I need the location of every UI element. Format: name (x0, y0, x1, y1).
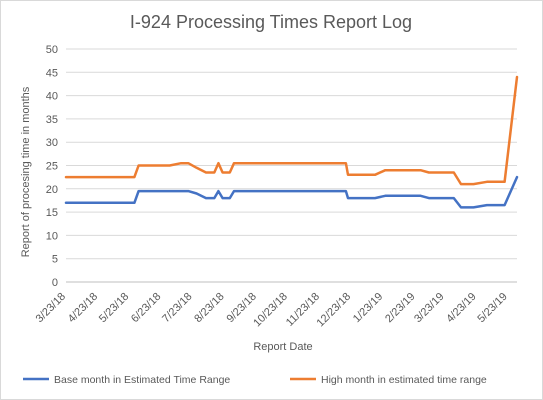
y-tick-label: 10 (46, 230, 58, 242)
series-lines (64, 75, 519, 209)
legend-label-2: High month in estimated time range (321, 374, 487, 386)
legend-label-1: Base month in Estimated Time Range (54, 374, 230, 386)
x-tick-label: 2/23/19 (383, 291, 417, 325)
x-axis-ticks: 3/23/184/23/185/23/186/23/187/23/188/23/… (34, 291, 510, 330)
x-tick-label: 8/23/18 (192, 291, 226, 325)
y-tick-label: 5 (52, 254, 58, 266)
gridlines (66, 48, 517, 283)
x-tick-label: 6/23/18 (129, 291, 163, 325)
x-tick-label: 4/23/18 (66, 291, 100, 325)
y-tick-label: 20 (46, 184, 58, 196)
x-tick-label: 10/23/18 (251, 291, 290, 330)
y-tick-label: 40 (46, 91, 58, 103)
y-tick-label: 25 (46, 161, 58, 173)
y-tick-label: 35 (46, 114, 58, 126)
x-tick-label: 1/23/19 (351, 291, 385, 325)
x-tick-label: 3/23/18 (34, 291, 68, 325)
x-tick-label: 5/23/19 (475, 291, 509, 325)
y-tick-label: 30 (46, 137, 58, 149)
y-tick-label: 50 (46, 44, 58, 56)
y-axis-ticks: 0 5 10 15 20 25 30 35 40 45 50 (46, 44, 58, 289)
x-axis-label: Report Date (253, 341, 312, 353)
x-tick-label: 3/23/19 (412, 291, 446, 325)
y-tick-label: 0 (52, 277, 58, 289)
series-line-1 (64, 175, 519, 209)
legend: Base month in Estimated Time Range High m… (23, 374, 487, 386)
series-line-2 (64, 75, 519, 186)
y-tick-label: 15 (46, 207, 58, 219)
y-axis-label: Report of procesing time in months (20, 86, 32, 257)
x-tick-label: 7/23/18 (160, 291, 194, 325)
x-tick-label: 4/23/19 (444, 291, 478, 325)
x-tick-label: 5/23/18 (97, 291, 131, 325)
x-tick-label: 12/23/18 (314, 291, 353, 330)
y-tick-label: 45 (46, 67, 58, 79)
chart-title: I-924 Processing Times Report Log (130, 12, 412, 32)
